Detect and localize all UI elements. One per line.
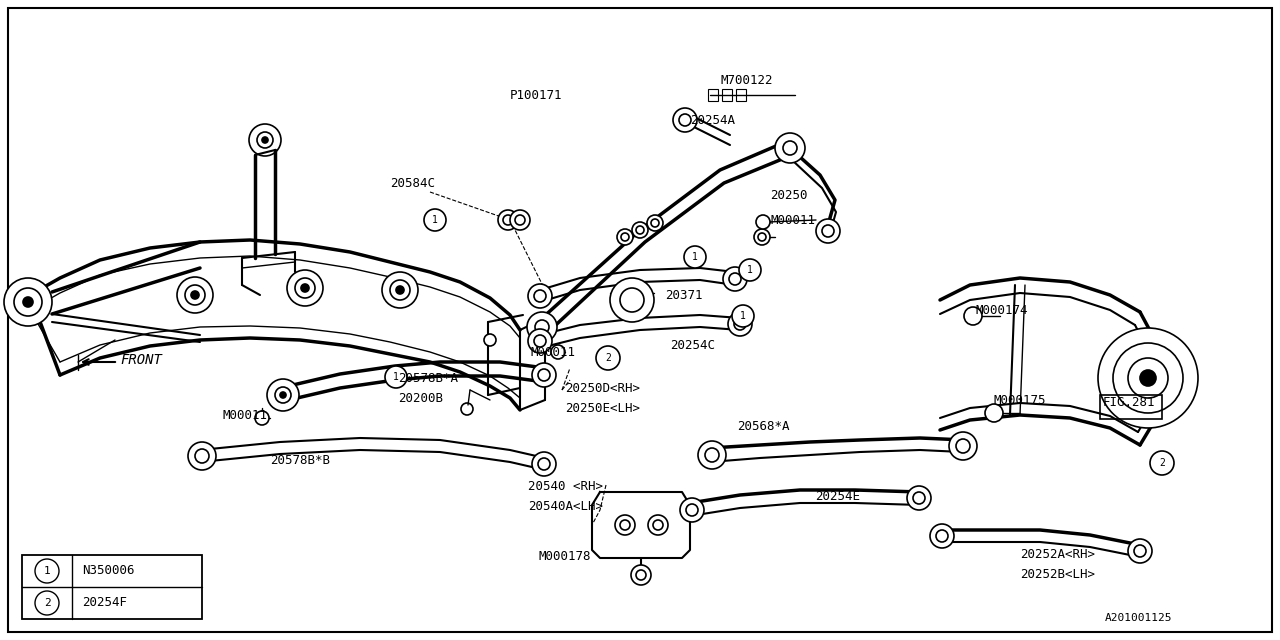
Bar [22,555,202,619]
Bar [708,89,718,101]
Circle shape [614,515,635,535]
Bar [736,89,746,101]
Text: 20578B*A: 20578B*A [398,371,458,385]
Circle shape [529,284,552,308]
Text: A201001125: A201001125 [1105,613,1172,623]
Circle shape [23,297,33,307]
Circle shape [498,210,518,230]
Circle shape [754,229,771,245]
Circle shape [648,515,668,535]
Circle shape [723,267,748,291]
Circle shape [262,137,268,143]
Circle shape [728,312,753,336]
Circle shape [931,524,954,548]
Text: N350006: N350006 [82,564,134,577]
Circle shape [301,284,308,292]
Text: FRONT: FRONT [120,353,161,367]
Text: 2: 2 [605,353,611,363]
Text: M00011: M00011 [771,214,815,227]
Circle shape [4,278,52,326]
Circle shape [268,379,300,411]
Circle shape [1140,370,1156,386]
Circle shape [396,286,404,294]
Circle shape [532,363,556,387]
Circle shape [527,312,557,342]
Text: 20252A<RH>: 20252A<RH> [1020,548,1094,561]
Circle shape [1149,451,1174,475]
Bar [722,89,732,101]
Text: 20254A: 20254A [690,113,735,127]
Text: 20254E: 20254E [815,490,860,502]
Text: 20540A<LH>: 20540A<LH> [529,499,603,513]
Circle shape [986,404,1004,422]
Text: 20568*A: 20568*A [737,419,790,433]
Circle shape [381,272,419,308]
Text: 20254C: 20254C [669,339,716,351]
Circle shape [732,305,754,327]
Circle shape [631,565,652,585]
Circle shape [424,209,445,231]
Circle shape [529,329,552,353]
Circle shape [255,411,269,425]
Text: 20200B: 20200B [398,392,443,404]
Circle shape [698,441,726,469]
Circle shape [739,259,762,281]
Circle shape [177,277,212,313]
Circle shape [617,229,634,245]
Text: 20254F: 20254F [82,596,127,609]
Circle shape [1098,328,1198,428]
Text: 2: 2 [1160,458,1165,468]
Circle shape [35,591,59,615]
Text: 20250D<RH>: 20250D<RH> [564,381,640,394]
Circle shape [550,345,564,359]
Circle shape [188,442,216,470]
Circle shape [680,498,704,522]
Circle shape [611,278,654,322]
Circle shape [646,215,663,231]
Circle shape [756,215,771,229]
Text: FIG.281: FIG.281 [1103,396,1156,408]
Circle shape [35,559,59,583]
Bar [1100,395,1162,419]
Circle shape [596,346,620,370]
Circle shape [774,133,805,163]
Circle shape [532,452,556,476]
Text: 1: 1 [433,215,438,225]
Circle shape [287,270,323,306]
Text: 1: 1 [748,265,753,275]
Circle shape [964,307,982,325]
Text: 20252B<LH>: 20252B<LH> [1020,568,1094,582]
Text: M000174: M000174 [975,303,1028,317]
Circle shape [817,219,840,243]
Text: P100171: P100171 [509,88,562,102]
Text: M00011: M00011 [221,408,268,422]
Text: 20250: 20250 [771,189,808,202]
Text: 1: 1 [393,372,399,382]
Circle shape [191,291,198,299]
Circle shape [484,334,497,346]
Text: 2: 2 [44,598,50,608]
Circle shape [684,246,707,268]
Circle shape [948,432,977,460]
Text: M700122: M700122 [721,74,773,86]
Circle shape [632,222,648,238]
Circle shape [908,486,931,510]
Circle shape [509,210,530,230]
Circle shape [385,366,407,388]
Circle shape [280,392,285,398]
Text: 20540 <RH>: 20540 <RH> [529,479,603,493]
Text: 20250E<LH>: 20250E<LH> [564,401,640,415]
Circle shape [1128,539,1152,563]
Text: 20578B*B: 20578B*B [270,454,330,467]
Text: M000178: M000178 [538,550,590,563]
Text: M000175: M000175 [993,394,1046,406]
Circle shape [673,108,698,132]
Text: 20584C: 20584C [390,177,435,189]
Text: 20371: 20371 [666,289,703,301]
Text: 1: 1 [692,252,698,262]
Text: 1: 1 [740,311,746,321]
Text: M00011: M00011 [530,346,575,358]
Text: 1: 1 [44,566,50,576]
